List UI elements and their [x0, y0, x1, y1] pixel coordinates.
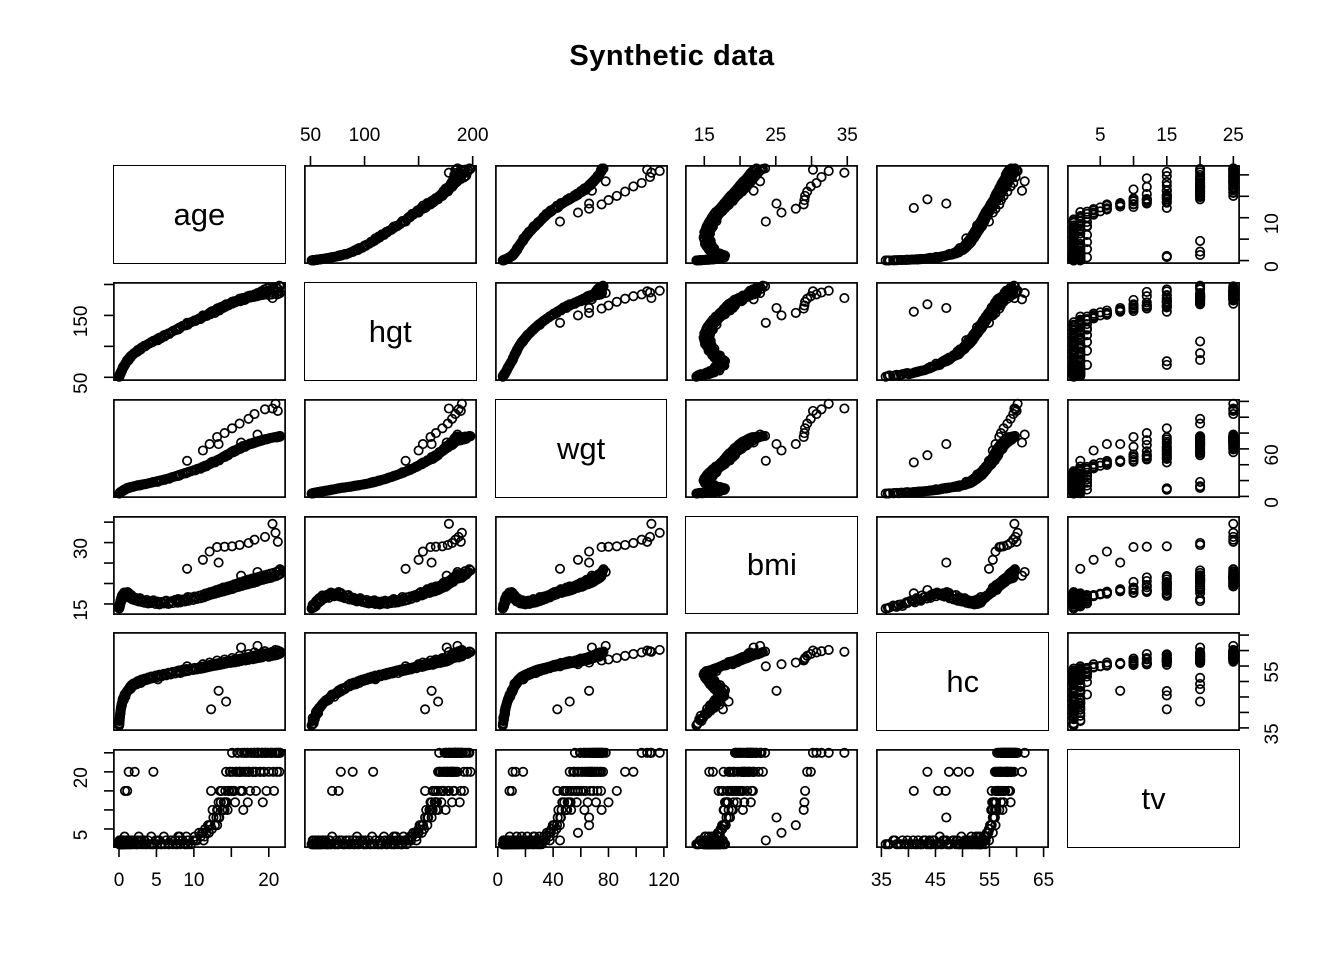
svg-text:25: 25 [1223, 125, 1244, 146]
scatter-tv-vs-bmi [685, 747, 859, 850]
scatter-age-vs-wgt [494, 163, 668, 266]
svg-text:5: 5 [1095, 125, 1106, 146]
panel-bmi-vs-tv [1067, 515, 1241, 615]
scatter-wgt-vs-hgt [303, 398, 477, 499]
svg-text:10: 10 [1262, 213, 1283, 234]
variable-label-hc: hc [946, 664, 980, 700]
panel-diag-hc: hc [876, 632, 1050, 732]
variable-label-tv: tv [1141, 781, 1166, 817]
panel-wgt-vs-bmi [685, 398, 859, 499]
scatter-hc-vs-bmi [685, 632, 859, 732]
variable-label-bmi: bmi [746, 547, 797, 583]
scatter-bmi-vs-tv [1067, 515, 1241, 615]
panel-age-vs-hc [876, 163, 1050, 266]
scatter-age-vs-tv: 5 15 25 0 10 [1067, 125, 1283, 272]
scatter-hgt-vs-wgt [494, 280, 668, 382]
panel-bmi-vs-wgt [494, 515, 668, 615]
svg-text:200: 200 [457, 125, 489, 146]
scatter-wgt-vs-hc [876, 398, 1050, 499]
scatter-hc-vs-hgt [303, 632, 477, 732]
scatter-tv-vs-hc: 35 45 55 65 [871, 747, 1054, 891]
scatter-wgt-vs-tv: 0 60 [1067, 398, 1283, 507]
panel-hc-vs-tv: 35 55 [1067, 632, 1283, 745]
svg-text:50: 50 [71, 373, 92, 394]
svg-text:35: 35 [837, 125, 858, 146]
svg-text:0: 0 [1262, 261, 1283, 272]
panel-age-vs-wgt [494, 163, 668, 266]
chart-title: Synthetic data [569, 40, 775, 72]
panel-diag-bmi: bmi [685, 515, 859, 615]
panel-hgt-vs-wgt [494, 280, 668, 382]
panel-wgt-vs-hgt [303, 398, 477, 499]
panel-hc-vs-bmi [685, 632, 859, 732]
panel-age-vs-bmi: 15 25 35 [685, 125, 859, 266]
scatter-wgt-vs-bmi [685, 398, 859, 499]
panel-tv-vs-bmi [685, 747, 859, 850]
svg-text:30: 30 [71, 538, 92, 559]
panel-hgt-vs-bmi [685, 280, 859, 382]
panel-hc-vs-age [113, 632, 286, 732]
panel-hc-vs-hgt [303, 632, 477, 732]
scatter-hc-vs-wgt [494, 632, 668, 732]
panel-tv-vs-hgt [303, 747, 477, 850]
svg-text:0: 0 [1262, 497, 1283, 508]
scatter-bmi-vs-hgt [303, 515, 477, 615]
scatter-wgt-vs-age [113, 398, 286, 499]
panel-diag-age: age [113, 165, 286, 264]
panel-diag-wgt: wgt [494, 398, 668, 498]
scatter-bmi-vs-hc [876, 515, 1050, 615]
panel-tv-vs-age: 0 5 10 20 5 20 [71, 747, 286, 891]
svg-text:15: 15 [71, 599, 92, 620]
scatterplot-matrix: age 50 100 200 15 25 35 5 15 25 0 10 50 150 hgt w… [71, 125, 1283, 891]
panel-bmi-vs-age: 15 30 [71, 515, 286, 620]
variable-label-hgt: hgt [368, 313, 412, 349]
scatter-tv-vs-hgt [303, 747, 477, 850]
panel-wgt-vs-hc [876, 398, 1050, 499]
panel-bmi-vs-hgt [303, 515, 477, 615]
variable-label-age: age [173, 196, 226, 232]
scatter-hgt-vs-tv [1067, 280, 1241, 382]
panel-wgt-vs-tv: 0 60 [1067, 398, 1283, 507]
panel-hgt-vs-hc [876, 280, 1050, 382]
panel-hc-vs-wgt [494, 632, 668, 732]
panel-hgt-vs-age: 50 150 [71, 280, 286, 394]
variable-label-wgt: wgt [556, 430, 606, 466]
panel-hgt-vs-tv [1067, 280, 1241, 382]
scatter-age-vs-bmi: 15 25 35 [685, 125, 859, 266]
svg-text:50: 50 [300, 125, 321, 146]
panel-diag-hgt: hgt [303, 281, 477, 381]
svg-text:15: 15 [694, 125, 715, 146]
scatter-age-vs-hc [876, 163, 1050, 266]
scatter-bmi-vs-wgt [494, 515, 668, 615]
svg-text:60: 60 [1262, 444, 1283, 465]
panel-age-vs-tv: 5 15 25 0 10 [1067, 125, 1283, 272]
scatter-hgt-vs-bmi [685, 280, 859, 382]
scatter-age-vs-hgt: 50 100 200 [300, 125, 488, 266]
scatter-hgt-vs-hc [876, 280, 1050, 382]
scatter-tv-vs-wgt: 0 40 80 120 [492, 747, 679, 891]
panel-wgt-vs-age [113, 398, 286, 499]
svg-text:15: 15 [1156, 125, 1177, 146]
scatter-hgt-vs-age: 50 150 [71, 280, 286, 394]
panel-diag-tv: tv [1067, 749, 1240, 848]
panel-tv-vs-hc: 35 45 55 65 [871, 747, 1054, 891]
svg-text:25: 25 [766, 125, 787, 146]
svg-text:150: 150 [71, 305, 92, 337]
scatter-hc-vs-age [113, 632, 286, 732]
panel-age-vs-hgt: 50 100 200 [300, 125, 488, 266]
svg-text:100: 100 [348, 125, 380, 146]
panel-tv-vs-wgt: 0 40 80 120 [492, 747, 679, 891]
panel-bmi-vs-hc [876, 515, 1050, 615]
